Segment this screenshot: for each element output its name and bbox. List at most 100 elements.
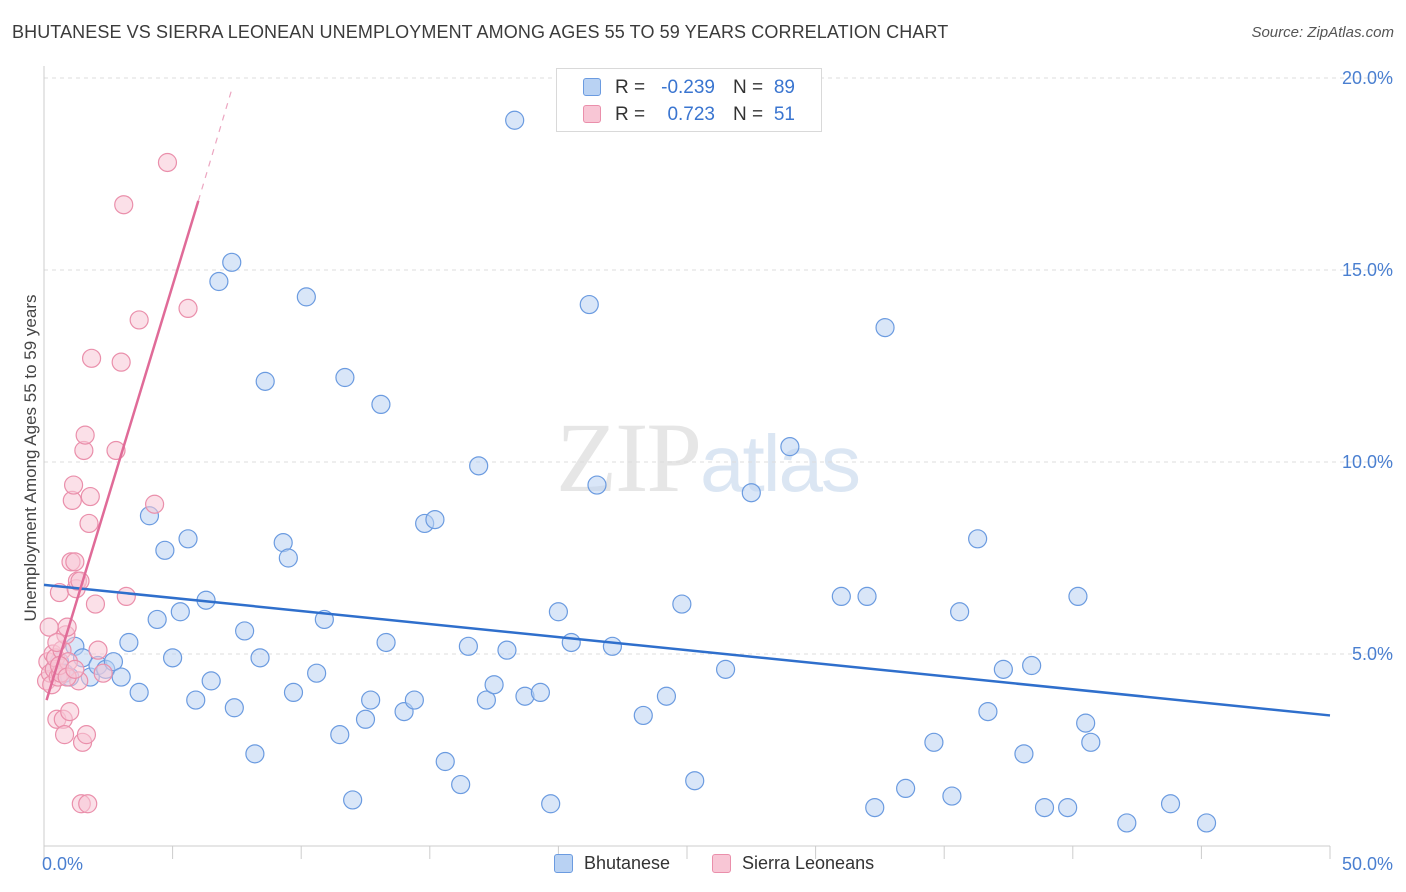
point-sierra-leoneans (63, 475, 84, 495)
point-sierra-leoneans (47, 632, 67, 653)
point-sierra-leoneans (81, 348, 102, 368)
point-bhutanese (993, 659, 1013, 679)
point-bhutanese (602, 636, 623, 656)
y-tick-label: 10.0% (1342, 452, 1393, 472)
point-bhutanese (129, 682, 149, 703)
watermark: ZIPatlas (556, 400, 861, 515)
point-bhutanese (1117, 813, 1137, 833)
point-sierra-leoneans (144, 494, 165, 514)
point-bhutanese (978, 701, 998, 722)
legend-r-label: R = (615, 77, 646, 98)
series-legend: Bhutanese Sierra Leoneans (0, 852, 1406, 878)
point-bhutanese (1068, 586, 1088, 607)
point-bhutanese (458, 636, 478, 656)
point-bhutanese (335, 367, 355, 388)
legend-n-label: N = (733, 104, 764, 125)
legend-label-sierra-leoneans: Sierra Leoneans (742, 853, 875, 873)
point-sierra-leoneans (116, 586, 136, 607)
x-tick-label-min: 0.0% (42, 854, 83, 874)
point-bhutanese (497, 640, 517, 660)
correlation-legend: R = -0.239 N = 89 R = 0.723 N = 51 (556, 68, 822, 132)
trendline-bhutanese (43, 583, 1331, 717)
point-sierra-leoneans (129, 310, 149, 330)
point-bhutanese (355, 709, 376, 729)
points-layer (36, 110, 1217, 833)
point-bhutanese (296, 287, 316, 307)
point-bhutanese (1160, 794, 1181, 814)
legend-n-value: 51 (773, 104, 795, 125)
point-sierra-leoneans (78, 794, 98, 814)
point-bhutanese (170, 602, 190, 622)
watermark-zip: ZIP (556, 402, 702, 513)
point-bhutanese (222, 252, 242, 272)
trend-layer (43, 89, 1331, 717)
point-bhutanese (361, 690, 381, 710)
point-bhutanese (633, 705, 653, 726)
point-bhutanese (579, 294, 599, 315)
point-bhutanese (942, 786, 962, 806)
point-bhutanese (950, 602, 970, 622)
point-bhutanese (541, 794, 561, 814)
legend-r-value: -0.239 (661, 77, 715, 98)
point-sierra-leoneans (157, 152, 178, 173)
point-sierra-leoneans (80, 486, 100, 507)
point-bhutanese (484, 675, 504, 695)
y-tick-label: 15.0% (1342, 260, 1393, 280)
point-bhutanese (530, 682, 550, 703)
point-sierra-leoneans (79, 513, 99, 534)
watermark-atlas: atlas (700, 419, 861, 508)
point-bhutanese (307, 663, 327, 683)
point-bhutanese (505, 110, 525, 130)
trendline-sierra-leoneans (45, 200, 200, 701)
point-sierra-leoneans (111, 352, 131, 372)
legend-swatch-sierra-leoneans (583, 105, 601, 123)
legend-row-bhutanese: R = -0.239 N = 89 (557, 75, 821, 101)
point-sierra-leoneans (178, 298, 198, 318)
point-bhutanese (831, 586, 851, 607)
legend-row-sierra-leoneans: R = 0.723 N = 51 (557, 102, 821, 128)
y-tick-label: 5.0% (1352, 644, 1393, 664)
point-sierra-leoneans (75, 425, 95, 445)
point-sierra-leoneans (60, 701, 80, 722)
point-sierra-leoneans (93, 663, 113, 683)
source-label: Source: ZipAtlas.com (1251, 24, 1394, 41)
point-bhutanese (1014, 744, 1034, 764)
point-bhutanese (1081, 732, 1101, 752)
point-bhutanese (561, 632, 581, 653)
grid-layer (44, 77, 1392, 655)
point-bhutanese (1076, 713, 1096, 733)
point-bhutanese (163, 648, 183, 668)
point-bhutanese (250, 648, 270, 668)
x-tick-label-max: 50.0% (1342, 854, 1393, 874)
point-bhutanese (425, 509, 445, 530)
point-bhutanese (376, 632, 396, 653)
point-sierra-leoneans (65, 552, 85, 572)
trendline-sierra-leoneans-extension (197, 89, 233, 202)
point-sierra-leoneans (65, 659, 85, 679)
point-sierra-leoneans (76, 725, 97, 745)
point-bhutanese (968, 529, 988, 549)
point-bhutanese (857, 586, 877, 607)
point-bhutanese (155, 540, 175, 560)
y-axis-label: Unemployment Among Ages 55 to 59 years (21, 295, 40, 622)
point-bhutanese (278, 548, 298, 568)
legend-label-bhutanese: Bhutanese (584, 853, 671, 873)
point-bhutanese (685, 771, 705, 791)
point-bhutanese (469, 456, 489, 476)
point-bhutanese (178, 529, 198, 549)
point-bhutanese (741, 483, 761, 503)
axis-layer (43, 66, 1331, 859)
point-bhutanese (656, 686, 677, 706)
point-bhutanese (875, 318, 895, 338)
point-bhutanese (371, 394, 391, 414)
legend-n-label: N = (733, 77, 764, 98)
point-bhutanese (1034, 797, 1055, 818)
point-bhutanese (1058, 797, 1078, 818)
legend-r-value: 0.723 (667, 104, 715, 125)
point-bhutanese (587, 475, 607, 495)
legend-n-value: 89 (773, 77, 795, 98)
point-bhutanese (119, 632, 139, 653)
point-sierra-leoneans (114, 195, 134, 215)
point-bhutanese (924, 732, 944, 752)
